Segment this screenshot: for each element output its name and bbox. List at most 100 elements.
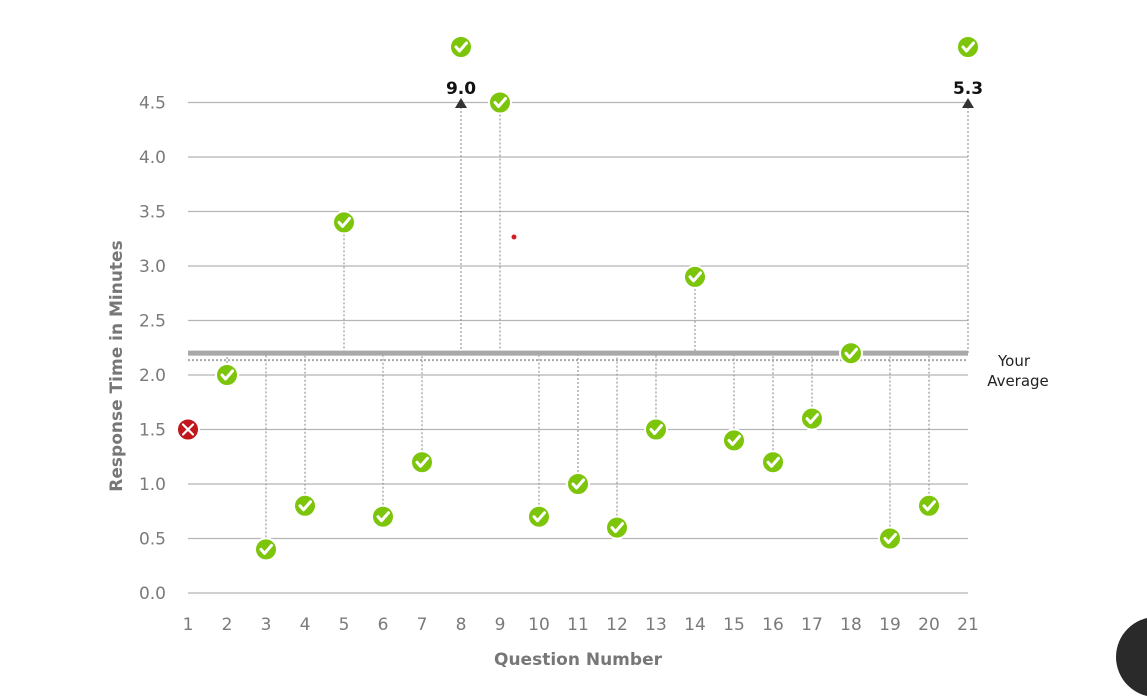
- check-icon: [839, 341, 863, 366]
- overflow-arrow-q8: [455, 98, 467, 108]
- y-tick-0.5: 0.5: [139, 530, 166, 550]
- x-tick-14: 14: [684, 615, 706, 635]
- y-tick-4.0: 4.0: [139, 148, 166, 168]
- point-q5: [332, 210, 356, 235]
- x-tick-7: 7: [417, 615, 428, 635]
- point-q20: [917, 493, 941, 518]
- point-q13: [644, 417, 668, 442]
- cross-mark: [181, 423, 195, 436]
- x-tick-15: 15: [723, 615, 745, 635]
- check-icon: [449, 35, 473, 59]
- overflow-markers: 9.0 5.3: [446, 79, 983, 108]
- y-tick-2.0: 2.0: [139, 366, 166, 386]
- point-q19: [878, 526, 902, 551]
- x-tick-3: 3: [261, 615, 272, 635]
- check-mark: [727, 434, 741, 446]
- point-q17: [800, 406, 824, 431]
- check-mark: [415, 456, 429, 468]
- x-tick-16: 16: [762, 615, 784, 635]
- check-mark: [220, 369, 234, 381]
- y-tick-3.0: 3.0: [139, 257, 166, 277]
- point-q7: [410, 450, 434, 475]
- x-tick-11: 11: [567, 615, 589, 635]
- check-icon: [917, 493, 941, 518]
- point-q4: [293, 493, 317, 518]
- check-icon: [410, 450, 434, 475]
- check-mark: [337, 216, 351, 228]
- check-icon: [371, 504, 395, 529]
- x-tick-2: 2: [222, 615, 233, 635]
- y-tick-0.0: 0.0: [139, 584, 166, 604]
- check-mark: [649, 424, 663, 435]
- point-q18: [839, 341, 863, 366]
- point-q14: [683, 264, 707, 289]
- overflow-label-q21: 5.3: [953, 79, 983, 99]
- check-icon: [332, 210, 356, 235]
- check-icon: [488, 90, 512, 115]
- x-tick-8: 8: [456, 615, 467, 635]
- point-q1: [176, 417, 200, 442]
- point-q16: [761, 450, 785, 475]
- check-icon: [956, 35, 980, 59]
- check-icon: [683, 264, 707, 289]
- x-tick-labels: 1 2 3 4 5 6 7 8 9 10 11 12 13 14 15 16 17 18 19 20 21: [183, 615, 979, 635]
- check-mark: [259, 543, 273, 555]
- y-tick-2.5: 2.5: [139, 312, 166, 332]
- point-q3: [254, 537, 278, 562]
- check-icon: [293, 493, 317, 518]
- point-q8: [449, 35, 473, 59]
- check-mark: [688, 271, 702, 283]
- y-tick-4.5: 4.5: [139, 94, 166, 114]
- average-label-line2: Average: [987, 372, 1049, 390]
- overflow-arrow-q21: [962, 98, 974, 108]
- check-mark: [376, 511, 390, 523]
- check-icon: [254, 537, 278, 562]
- x-tick-10: 10: [528, 615, 550, 635]
- point-q6: [371, 504, 395, 529]
- x-tick-12: 12: [606, 615, 628, 635]
- x-tick-17: 17: [801, 615, 823, 635]
- check-icon: [722, 428, 746, 453]
- check-icon: [605, 515, 629, 540]
- point-q21: [956, 35, 980, 59]
- x-tick-19: 19: [879, 615, 901, 635]
- check-mark: [610, 522, 624, 534]
- check-mark: [766, 456, 780, 468]
- point-q12: [605, 515, 629, 540]
- x-tick-20: 20: [918, 615, 940, 635]
- point-q9: [488, 90, 512, 115]
- x-tick-1: 1: [183, 615, 194, 635]
- average-line-group: [188, 350, 968, 362]
- check-icon: [527, 504, 551, 529]
- check-mark: [454, 41, 468, 53]
- x-axis-label: Question Number: [494, 650, 663, 667]
- x-tick-4: 4: [300, 615, 311, 635]
- check-mark: [298, 500, 312, 512]
- check-mark: [961, 41, 975, 53]
- stray-red-dot: [511, 234, 517, 240]
- y-tick-labels: 0.0 0.5 1.0 1.5 2.0 2.5 3.0 3.5 4.0 4.5: [139, 94, 166, 605]
- x-tick-5: 5: [339, 615, 350, 635]
- check-icon: [644, 417, 668, 442]
- y-tick-3.5: 3.5: [139, 203, 166, 223]
- point-q11: [566, 472, 590, 496]
- check-icon: [215, 363, 239, 387]
- average-label-line1: Your: [997, 352, 1031, 370]
- y-axis-label: Response Time in Minutes: [107, 240, 127, 491]
- overflow-label-q8: 9.0: [446, 79, 476, 99]
- check-mark: [844, 347, 858, 359]
- point-q10: [527, 504, 551, 529]
- check-icon: [800, 406, 824, 431]
- check-icon: [761, 450, 785, 475]
- x-tick-18: 18: [840, 615, 862, 635]
- check-mark: [493, 97, 507, 108]
- x-tick-21: 21: [957, 615, 979, 635]
- y-tick-1.5: 1.5: [139, 421, 166, 441]
- point-q15: [722, 428, 746, 453]
- stem-lines: [226, 102, 969, 550]
- check-mark: [532, 511, 546, 523]
- check-mark: [922, 500, 936, 512]
- check-icon: [878, 526, 902, 551]
- check-mark: [805, 413, 819, 425]
